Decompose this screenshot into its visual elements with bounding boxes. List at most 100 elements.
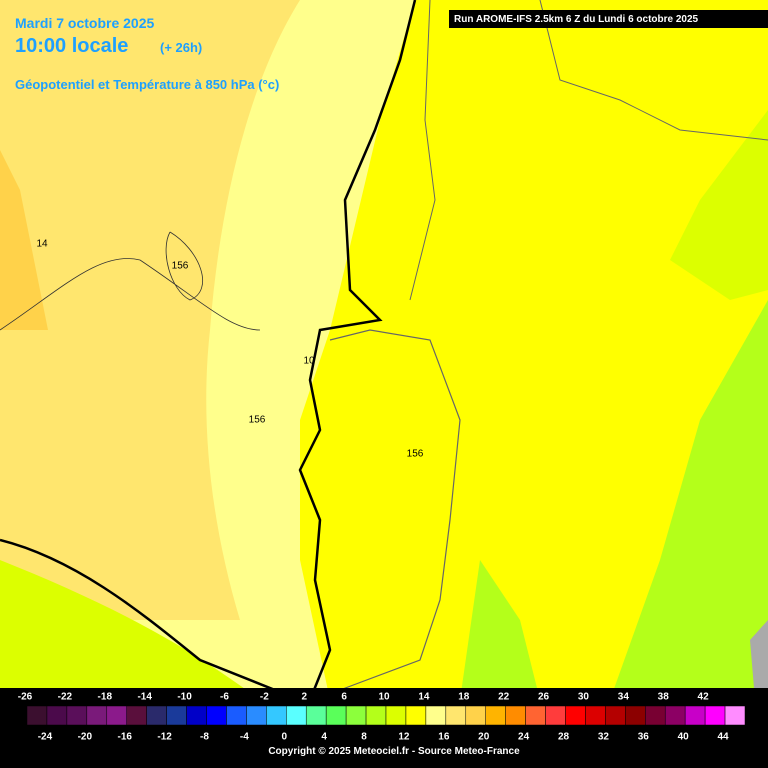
legend-tick: -2 [260, 692, 269, 703]
legend-tick: -24 [38, 732, 53, 743]
legend-tick: 42 [698, 692, 710, 703]
color-box [26, 705, 48, 726]
legend-tick: 10 [378, 692, 390, 703]
color-box [226, 705, 247, 726]
legend-tick: 36 [638, 732, 650, 743]
legend-tick: -20 [78, 732, 93, 743]
color-box [465, 705, 486, 726]
color-box [46, 705, 68, 726]
legend-tick: 8 [361, 732, 367, 743]
legend-tick: -22 [58, 692, 73, 703]
legend-tick: 6 [341, 692, 347, 703]
legend-tick: 38 [658, 692, 670, 703]
color-box [645, 705, 666, 726]
cool-zone [670, 110, 768, 300]
color-box [66, 705, 88, 726]
legend-tick: 44 [717, 732, 729, 743]
forecast-date: Mardi 7 octobre 2025 [15, 15, 154, 31]
color-box [345, 705, 367, 726]
legend-tick: 16 [438, 732, 450, 743]
color-box [664, 705, 686, 726]
color-box [585, 705, 606, 726]
color-box [445, 705, 467, 726]
color-box [246, 705, 267, 726]
contour-label: 156 [172, 261, 189, 272]
legend-tick: 28 [558, 732, 570, 743]
contour-label: 156 [249, 415, 266, 426]
legend-tick: 18 [458, 692, 470, 703]
color-box [505, 705, 526, 726]
legend-tick: -6 [220, 692, 229, 703]
coastline [0, 538, 301, 702]
field-name: Géopotentiel et Température à 850 hPa (°… [15, 77, 279, 92]
legend-tick: -8 [200, 732, 209, 743]
forecast-lead: (+ 26h) [160, 40, 202, 55]
copyright: Copyright © 2025 Meteociel.fr - Source M… [268, 746, 520, 757]
legend-tick: 22 [498, 692, 510, 703]
legend-tick: -16 [117, 732, 132, 743]
color-box [525, 705, 546, 726]
legend-tick: -4 [240, 732, 249, 743]
color-box [365, 705, 387, 726]
legend-tick: 20 [478, 732, 490, 743]
color-box [106, 705, 127, 726]
border [409, 0, 768, 301]
color-box [385, 705, 407, 726]
color-box [86, 705, 108, 726]
legend: -26-24-22-20-18-16-14-12-10-8-6-4-202468… [18, 692, 746, 743]
legend-tick: -26 [18, 692, 33, 703]
legend-tick: 30 [578, 692, 590, 703]
color-box [146, 705, 167, 726]
color-box [704, 705, 726, 726]
contour-label: 156 [407, 449, 424, 460]
legend-tick: 12 [398, 732, 410, 743]
color-box [425, 705, 447, 726]
color-box [186, 705, 207, 726]
legend-tick: 34 [618, 692, 630, 703]
legend-tick: 2 [301, 692, 307, 703]
legend-tick: -14 [137, 692, 152, 703]
warmer-zone [0, 0, 300, 620]
color-box [405, 705, 427, 726]
color-box [305, 705, 327, 726]
color-box [565, 705, 586, 726]
color-box [166, 705, 187, 726]
no-data [750, 620, 768, 700]
legend-tick: 14 [418, 692, 430, 703]
color-box [485, 705, 506, 726]
coastline [298, 0, 417, 701]
run-box [449, 10, 768, 28]
cool-zone [610, 300, 768, 700]
cool-zone [0, 560, 260, 700]
color-box [625, 705, 646, 726]
forecast-time: 10:00 locale [15, 35, 128, 57]
legend-tick: 4 [321, 732, 327, 743]
color-box [206, 705, 227, 726]
legend-tick: -18 [98, 692, 113, 703]
legend-tick: -10 [177, 692, 192, 703]
color-box [286, 705, 307, 726]
color-box [605, 705, 626, 726]
legend-tick: -12 [157, 732, 172, 743]
warmest-zone [0, 150, 48, 330]
cool-zone [460, 560, 540, 700]
contour-label: 14 [36, 239, 48, 250]
legend-background [0, 688, 768, 768]
contour-label: 10 [303, 356, 315, 367]
legend-tick: 0 [281, 732, 287, 743]
run-info: Run AROME-IFS 2.5km 6 Z du Lundi 6 octob… [454, 14, 699, 25]
color-box [266, 705, 287, 726]
border [329, 329, 461, 691]
color-box [126, 705, 147, 726]
color-box [724, 705, 746, 726]
legend-tick: 26 [538, 692, 550, 703]
color-box [545, 705, 566, 726]
legend-tick: 24 [518, 732, 530, 743]
isohypse [0, 231, 261, 331]
color-box [325, 705, 347, 726]
legend-tick: 32 [598, 732, 610, 743]
color-box [684, 705, 706, 726]
legend-tick: 40 [678, 732, 690, 743]
